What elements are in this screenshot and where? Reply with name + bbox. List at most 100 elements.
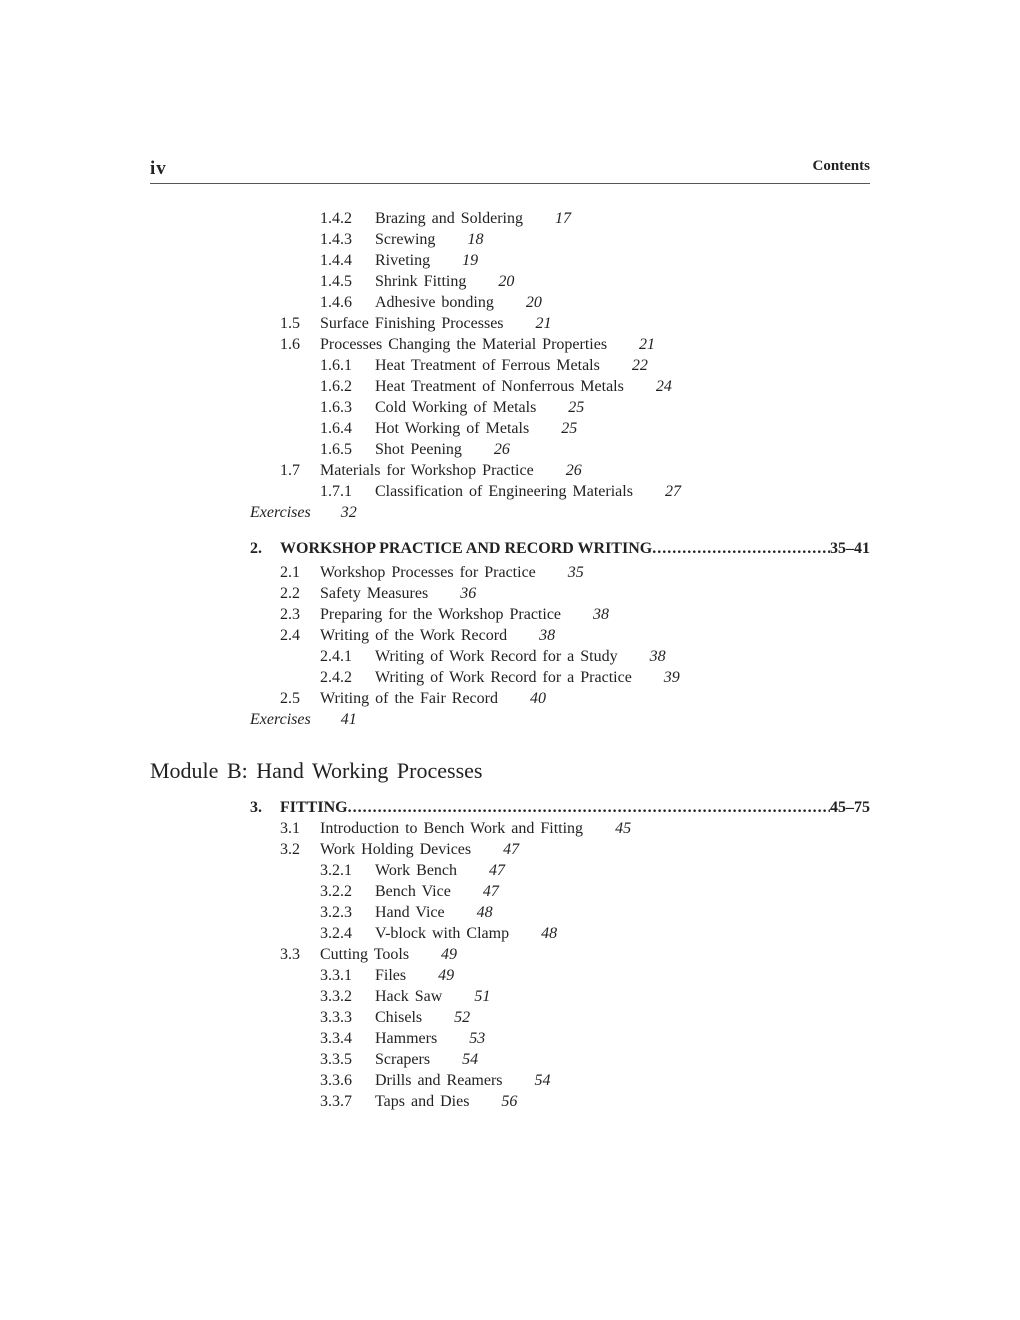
toc-entry: 2.2 Safety Measures 36 <box>0 583 1020 604</box>
entry-number: 3.2.3 <box>320 904 352 921</box>
entry-title: Preparing for the Workshop Practice <box>320 606 562 623</box>
entry-title-line: Work Holding Devices 47 <box>320 839 519 860</box>
leader-dots <box>348 797 830 818</box>
entry-title: Surface Finishing Processes <box>320 315 504 332</box>
toc-entry: 3.3.6 Drills and Reamers 54 <box>0 1070 1020 1091</box>
entry-page: 35 <box>567 564 584 581</box>
toc-block-3: 3.1 Introduction to Bench Work and Fittin… <box>0 818 1020 1112</box>
entry-title-line: Workshop Processes for Practice 35 <box>320 562 584 583</box>
chapter-pages: 35–41 <box>830 540 870 557</box>
entry-title-line: Shot Peening 26 <box>375 439 510 460</box>
page-folio: iv <box>150 158 167 179</box>
entry-title: Work Bench <box>375 862 458 879</box>
entry-title: Hand Vice <box>375 904 445 921</box>
toc-entry: 1.6.1 Heat Treatment of Ferrous Metals 22 <box>0 355 1020 376</box>
entry-title: Hack Saw <box>375 988 443 1005</box>
entry-number: 1.7 <box>280 462 300 479</box>
entry-title-line: Safety Measures 36 <box>320 583 476 604</box>
entry-page: 36 <box>460 585 477 602</box>
entry-page: 32 <box>340 504 357 521</box>
entry-title-line: Hot Working of Metals 25 <box>375 418 577 439</box>
entry-title: Cutting Tools <box>320 946 410 963</box>
toc-entry: 3.3.7 Taps and Dies 56 <box>0 1091 1020 1112</box>
toc-entry: 3.3.3 Chisels 52 <box>0 1007 1020 1028</box>
entry-number: 3.3.3 <box>320 1009 352 1026</box>
entry-number: 2.1 <box>280 564 300 581</box>
entry-title-line: Heat Treatment of Ferrous Metals 22 <box>375 355 648 376</box>
entry-title-line: V-block with Clamp 48 <box>375 923 557 944</box>
entry-number: 3.2.1 <box>320 862 352 879</box>
chapter-pages: 45–75 <box>830 799 870 816</box>
entry-number: 3.3 <box>280 946 300 963</box>
toc-entry: 3.3.1 Files 49 <box>0 965 1020 986</box>
entry-page: 45 <box>615 820 632 837</box>
entry-page: 25 <box>568 399 585 416</box>
entry-number: 2.4.1 <box>320 648 352 665</box>
entry-title: Exercises <box>250 504 311 521</box>
toc-entry: 1.4.6 Adhesive bonding 20 <box>0 292 1020 313</box>
entry-page: 21 <box>639 336 656 353</box>
toc-entry: 1.4.2 Brazing and Soldering 17 <box>0 208 1020 229</box>
entry-title-line: Chisels 52 <box>375 1007 470 1028</box>
entry-title: Chisels <box>375 1009 423 1026</box>
entry-title: Introduction to Bench Work and Fitting <box>320 820 584 837</box>
entry-page: 48 <box>541 925 558 942</box>
entry-title: Classification of Engineering Materials <box>375 483 633 500</box>
entry-number: 1.4.2 <box>320 210 352 227</box>
entry-title-line: Cold Working of Metals 25 <box>375 397 584 418</box>
entry-title: Riveting <box>375 252 431 269</box>
entry-page: 41 <box>340 711 357 728</box>
entry-title: Taps and Dies <box>375 1093 470 1110</box>
entry-number: 2.3 <box>280 606 300 623</box>
entry-page: 47 <box>489 862 506 879</box>
entry-title: Screwing <box>375 231 436 248</box>
entry-number: 1.6.2 <box>320 378 352 395</box>
toc-entry: 3.2.1 Work Bench 47 <box>0 860 1020 881</box>
entry-page: 38 <box>649 648 666 665</box>
entry-title: Writing of Work Record for a Study <box>375 648 618 665</box>
toc-entry: 1.4.5 Shrink Fitting 20 <box>0 271 1020 292</box>
entry-title: Exercises <box>250 711 311 728</box>
entry-page: 39 <box>663 669 680 686</box>
chapter-3-heading: 3. FITTING 45–75 <box>250 797 870 818</box>
entry-title: Hammers <box>375 1030 438 1047</box>
chapter-number: 3. <box>250 799 262 816</box>
chapter-number: 2. <box>250 540 262 557</box>
entry-number: 1.4.5 <box>320 273 352 290</box>
entry-title-line: Materials for Workshop Practice 26 <box>320 460 582 481</box>
exercises-entry: Exercises 32 <box>0 502 1020 523</box>
entry-title-line: Scrapers 54 <box>375 1049 478 1070</box>
chapter-title: FITTING <box>280 799 348 816</box>
entry-number: 1.4.3 <box>320 231 352 248</box>
entry-number: 2.5 <box>280 690 300 707</box>
entry-page: 22 <box>631 357 648 374</box>
entry-number: 3.3.1 <box>320 967 352 984</box>
entry-title-line: Hand Vice 48 <box>375 902 493 923</box>
entry-number: 2.4 <box>280 627 300 644</box>
toc-entry: 1.6.3 Cold Working of Metals 25 <box>0 397 1020 418</box>
entry-title: Drills and Reamers <box>375 1072 503 1089</box>
entry-title: Bench Vice <box>375 883 451 900</box>
header-rule <box>150 183 870 184</box>
entry-title: Workshop Processes for Practice <box>320 564 536 581</box>
entry-title: Shrink Fitting <box>375 273 467 290</box>
entry-title: Safety Measures <box>320 585 429 602</box>
entry-number: 1.5 <box>280 315 300 332</box>
entry-number: 3.2.4 <box>320 925 352 942</box>
entry-title-line: Exercises 41 <box>250 709 357 730</box>
entry-title-line: Brazing and Soldering 17 <box>375 208 571 229</box>
entry-title-line: Riveting 19 <box>375 250 478 271</box>
toc-entry: 3.2.4 V-block with Clamp 48 <box>0 923 1020 944</box>
toc-entry: 1.7.1 Classification of Engineering Mater… <box>0 481 1020 502</box>
entry-page: 54 <box>534 1072 551 1089</box>
entry-number: 2.2 <box>280 585 300 602</box>
entry-title: Heat Treatment of Nonferrous Metals <box>375 378 624 395</box>
toc-entry: 2.5 Writing of the Fair Record 40 <box>0 688 1020 709</box>
entry-title-line: Bench Vice 47 <box>375 881 499 902</box>
module-heading: Module B: Hand Working Processes <box>150 758 483 783</box>
entry-title-line: Cutting Tools 49 <box>320 944 457 965</box>
entry-title: Adhesive bonding <box>375 294 494 311</box>
entry-title: Hot Working of Metals <box>375 420 530 437</box>
entry-page: 26 <box>493 441 510 458</box>
